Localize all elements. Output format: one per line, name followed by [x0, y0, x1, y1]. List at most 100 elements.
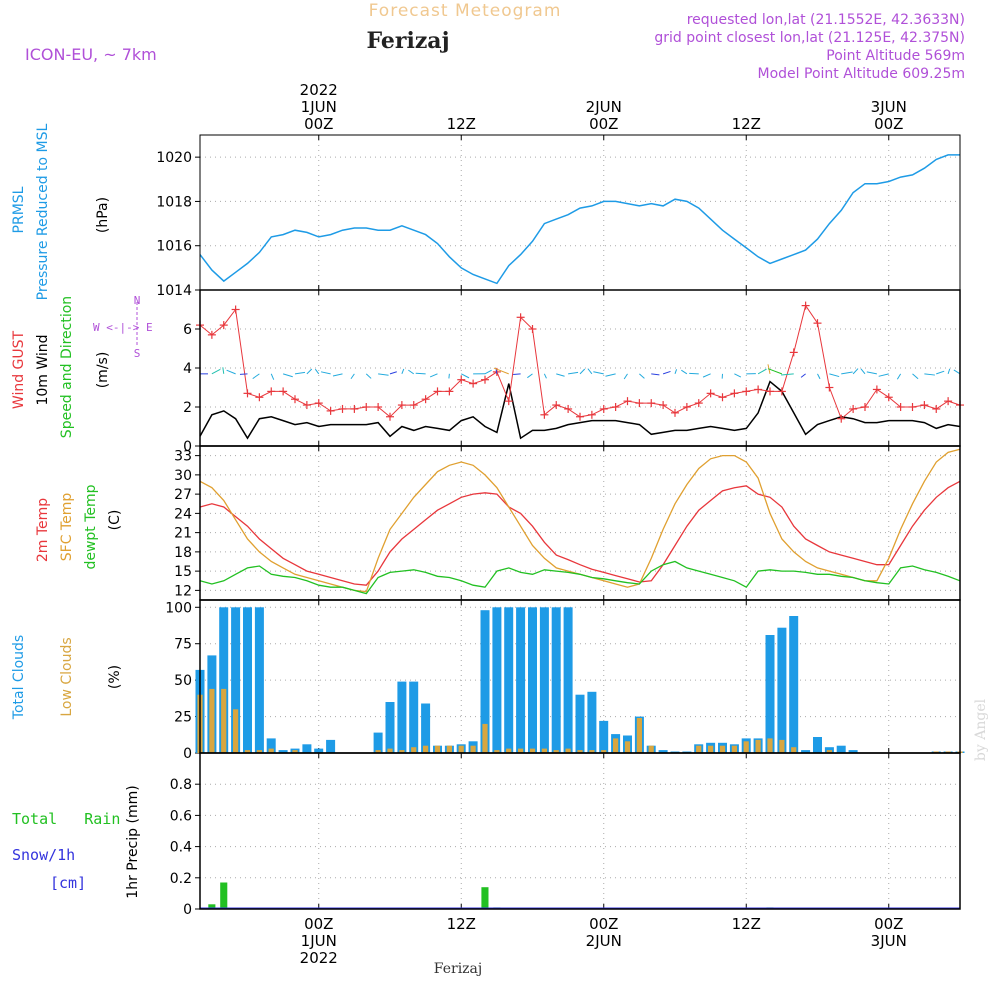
- wind-direction-arrow: [867, 372, 877, 374]
- wind-direction-arrow: [675, 369, 677, 374]
- requested-location: requested lon,lat (21.1552E, 42.3633N): [687, 12, 965, 28]
- temperature-ytick-label: 21: [174, 526, 192, 542]
- model-point-altitude: Model Point Altitude 609.25m: [758, 66, 965, 82]
- total-cloud-bar: [386, 702, 395, 753]
- snow-unit-label: [cm]: [50, 874, 86, 892]
- wind-direction-arrow: [913, 374, 919, 379]
- bottom-time-label: 00Z: [589, 915, 618, 933]
- low-cloud-bar: [482, 724, 487, 753]
- pressure-ytick-label: 1018: [156, 194, 192, 210]
- dewpt-label: dewpt Temp: [83, 484, 99, 569]
- pressure-desc-label: Pressure Reduced to MSL: [35, 123, 51, 300]
- low-cloud-bar: [720, 746, 725, 753]
- precipitation-panel: 00.20.40.60.8: [170, 753, 960, 918]
- wind-direction-arrow: [240, 374, 248, 375]
- wind-direction-arrow: [568, 372, 578, 374]
- wind-direction-arrow: [689, 373, 699, 374]
- compass-ew: W <-|-> E: [93, 321, 153, 334]
- total-cloud-bar: [789, 616, 798, 753]
- location-title: Ferizaj: [366, 28, 449, 54]
- total-cloud-bar: [587, 692, 596, 753]
- total-rain-label: Total Rain: [12, 810, 120, 828]
- precipitation-ytick-label: 0: [183, 902, 192, 918]
- bottom-time-label: 2JUN: [586, 932, 622, 950]
- clouds-ytick-label: 25: [174, 710, 192, 726]
- pressure-frame: [200, 135, 960, 290]
- header: Forecast Meteogram Ferizaj ICON-EU, ~ 7k…: [25, 1, 989, 977]
- wind-direction-arrow: [818, 374, 821, 379]
- wind-direction-arrow: [879, 374, 889, 376]
- point-altitude: Point Altitude 569m: [826, 48, 965, 64]
- wind-direction-arrow: [271, 374, 273, 380]
- wind-direction-arrow: [307, 369, 312, 374]
- wind-10m-label: 10m Wind: [35, 334, 51, 405]
- temp-unit-label: (C): [107, 510, 123, 531]
- wind-direction-arrow: [781, 374, 794, 375]
- temperature-ytick-label: 15: [174, 564, 192, 580]
- footer-location: Ferizaj: [434, 961, 482, 977]
- wind-direction-arrow: [227, 370, 236, 374]
- wind-direction-arrow: [351, 374, 354, 379]
- low-cloud-bar: [779, 740, 784, 753]
- wind-direction-arrow: [513, 374, 521, 375]
- total-cloud-bar: [777, 628, 786, 753]
- wind-direction-arrow: [801, 374, 806, 378]
- wind-direction-arrow: [663, 371, 670, 373]
- top-time-label: 00Z: [874, 115, 903, 133]
- wind-speed-dir-label: Speed and Direction: [59, 296, 75, 438]
- low-cloud-bar: [423, 746, 428, 753]
- wind-direction-arrow: [639, 374, 644, 379]
- wind-gust-label: Wind GUST: [11, 330, 27, 409]
- total-cloud-bar: [421, 704, 430, 754]
- wind-direction-arrow: [366, 374, 371, 379]
- wind-direction-arrow: [954, 370, 960, 374]
- t2m-label: 2m Temp: [35, 498, 51, 562]
- bottom-time-label: 12Z: [732, 915, 761, 933]
- precip-axis-label: 1hr Precip (mm): [125, 785, 141, 898]
- wind-direction-arrow: [402, 369, 404, 374]
- low-cloud-bar: [791, 747, 796, 753]
- wind-direction-arrow: [605, 374, 615, 376]
- top-time-label: 3JUN: [871, 98, 907, 116]
- wind-direction-arrow: [593, 372, 603, 374]
- bottom-time-label: 1JUN: [301, 932, 337, 950]
- total-cloud-bar: [540, 607, 549, 753]
- low-cloud-bar: [447, 746, 452, 753]
- pressure-unit-label: (hPa): [95, 197, 111, 233]
- wind-direction-arrow: [295, 372, 305, 373]
- total-cloud-bar: [837, 746, 846, 753]
- wind-direction-arrow: [841, 372, 852, 374]
- low-cloud-bar: [767, 738, 772, 753]
- wind-direction-arrow: [461, 374, 469, 378]
- pressure-ytick-label: 1020: [156, 150, 192, 166]
- snow-label: Snow/1h: [12, 846, 75, 864]
- wind-direction-arrow: [829, 374, 839, 377]
- grid-point-location: grid point closest lon,lat (21.125E, 42.…: [654, 30, 965, 46]
- total-cloud-bar: [528, 607, 537, 753]
- wind-direction-arrow: [416, 373, 426, 374]
- model-label: ICON-EU, ~ 7km: [25, 45, 157, 64]
- wind-unit-label: (m/s): [95, 352, 111, 389]
- top-time-label: 1JUN: [301, 98, 337, 116]
- wind-direction-arrow: [624, 374, 627, 379]
- total-cloud-bar: [409, 682, 418, 753]
- total-cloud-bar: [302, 744, 311, 753]
- bottom-time-label: 00Z: [874, 915, 903, 933]
- wind-direction-arrow: [897, 374, 900, 379]
- total-cloud-bar: [516, 607, 525, 753]
- total-cloud-bar: [492, 607, 501, 753]
- meteogram-title: Forecast Meteogram: [369, 1, 562, 21]
- total-cloud-bar: [255, 607, 264, 753]
- pressure-ytick-label: 1016: [156, 239, 192, 255]
- wind-direction-arrow: [936, 371, 944, 374]
- total-cloud-bar: [576, 695, 585, 753]
- wind-ytick-label: 6: [183, 322, 192, 338]
- low-cloud-bar: [625, 741, 630, 753]
- precipitation-frame: [200, 753, 960, 909]
- wind-speed-line: [200, 382, 960, 439]
- top-time-label: 00Z: [589, 115, 618, 133]
- clouds-ytick-label: 75: [174, 637, 192, 653]
- clouds-unit-label: (%): [107, 665, 123, 689]
